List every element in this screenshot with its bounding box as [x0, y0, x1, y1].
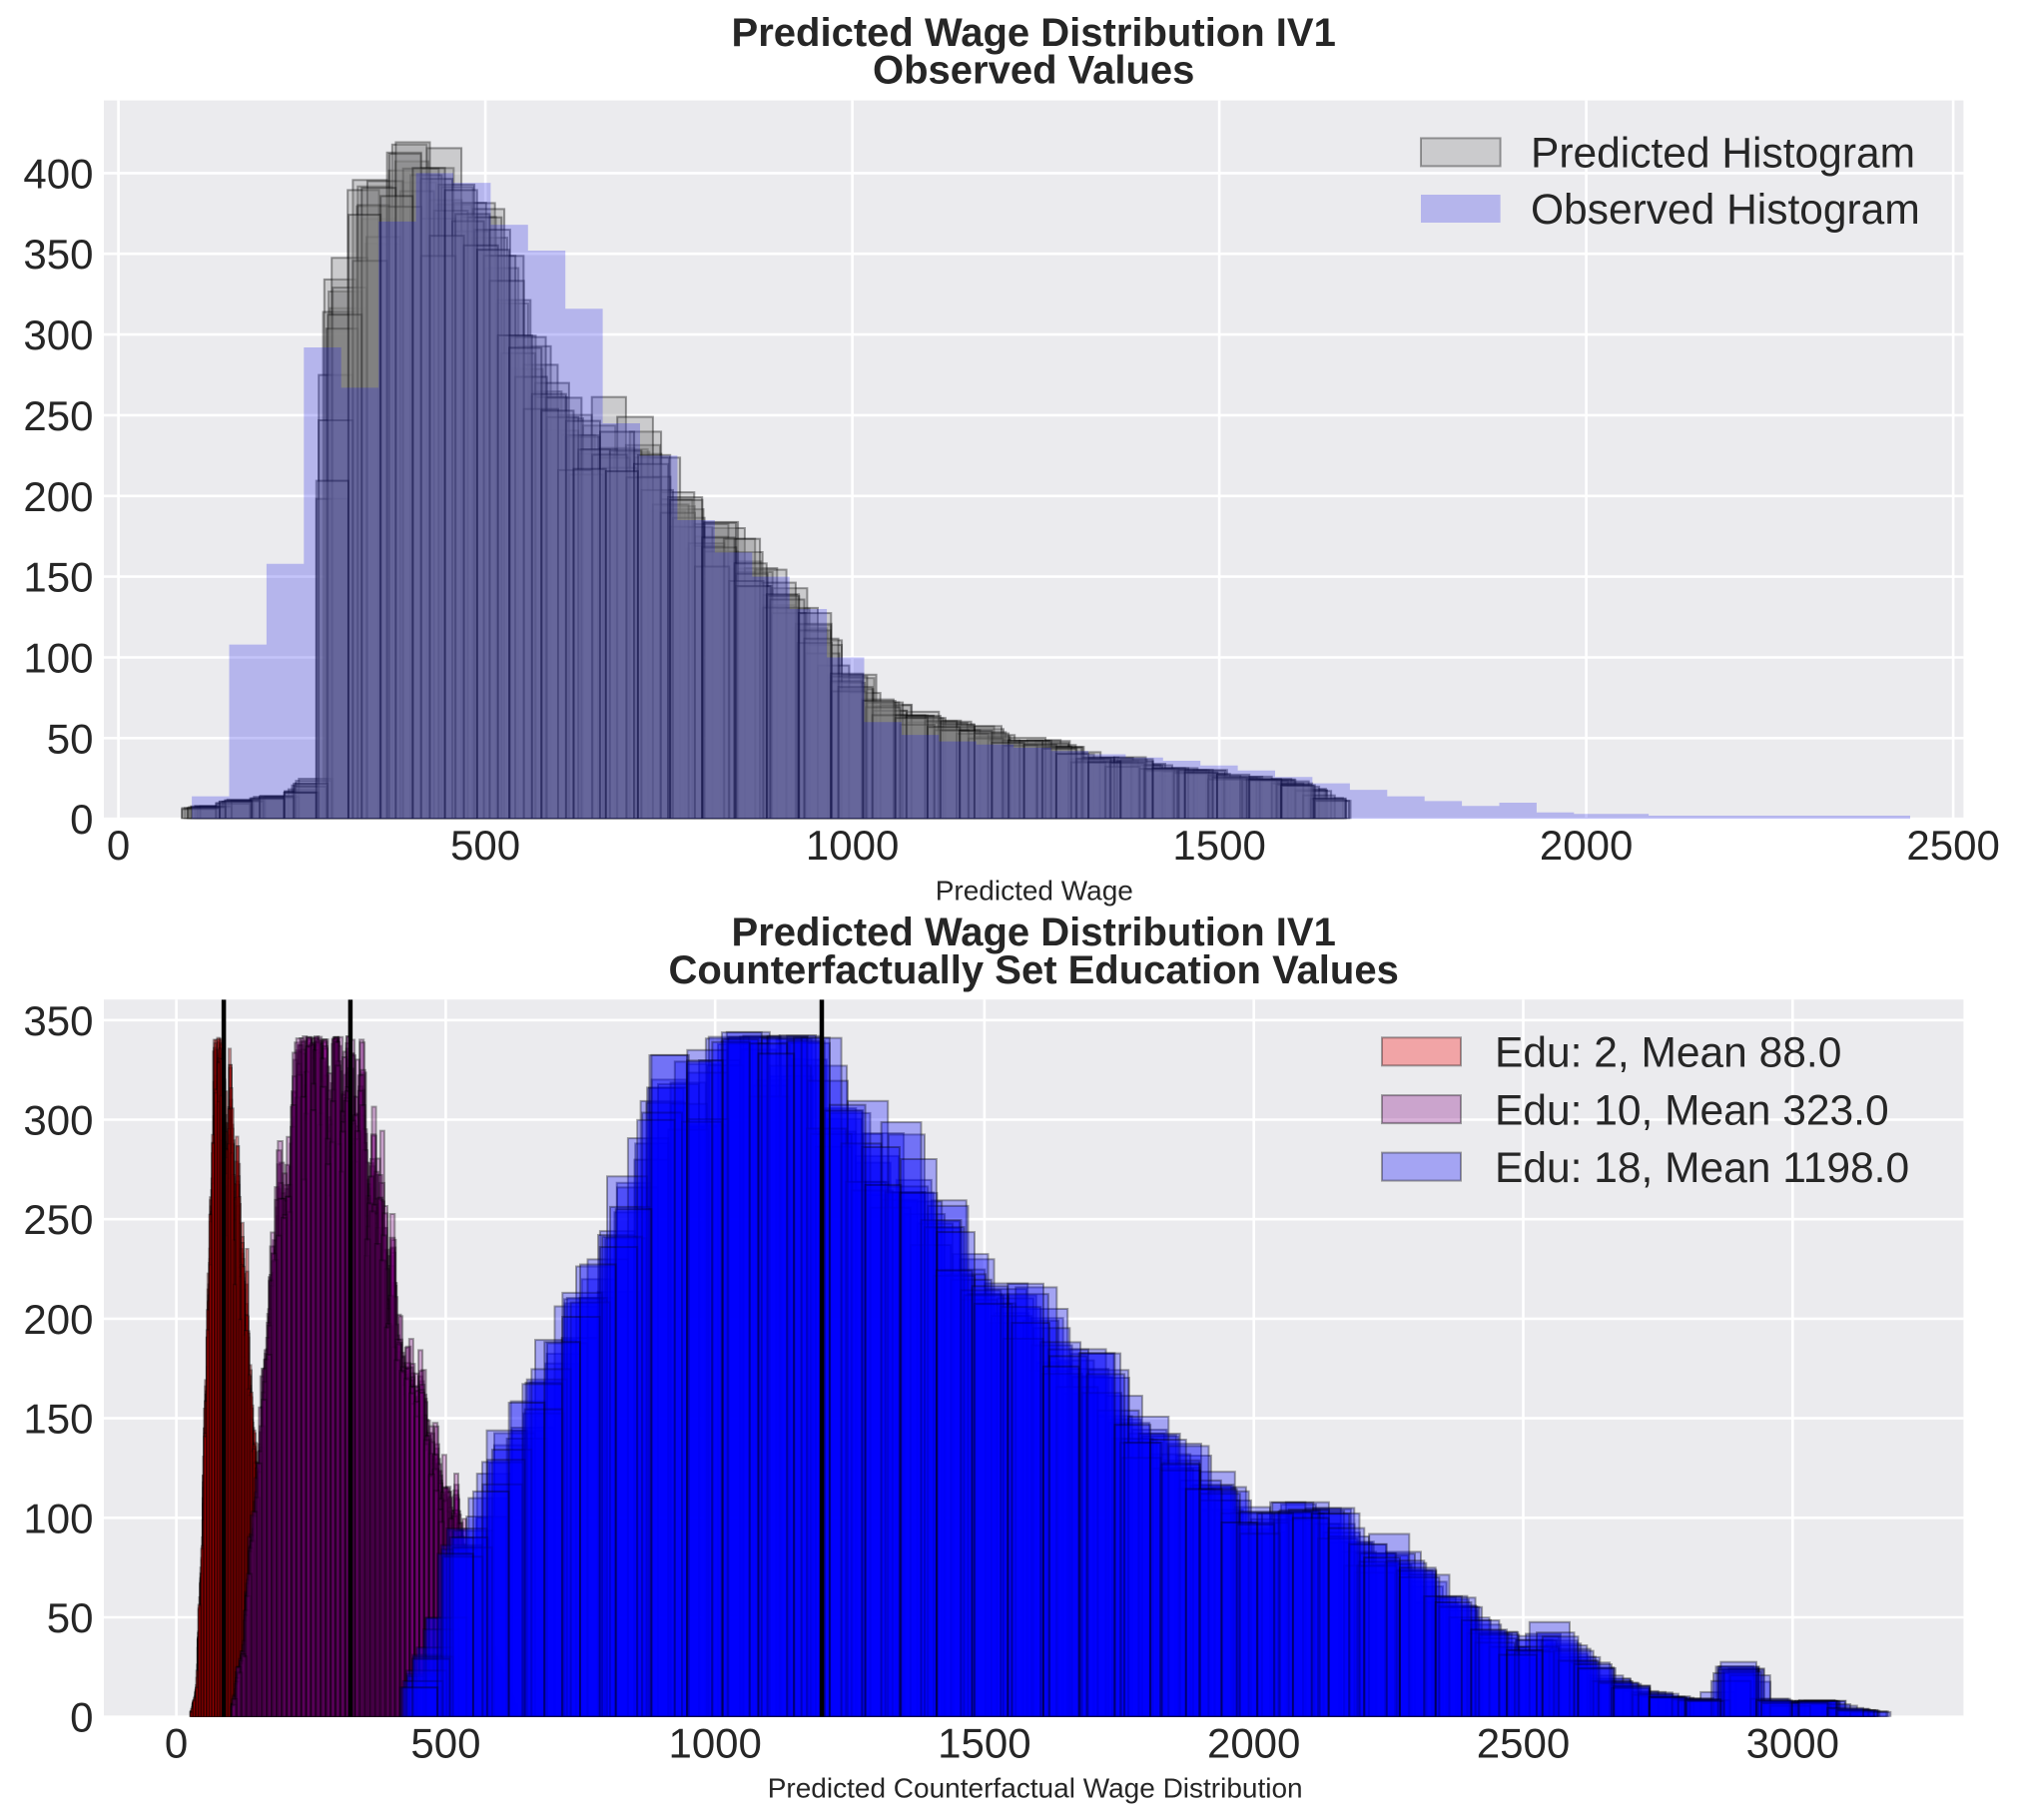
- svg-text:Predicted Counterfactual Wage: Predicted Counterfactual Wage Distributi…: [768, 1773, 1303, 1804]
- svg-text:0: 0: [165, 1720, 188, 1767]
- svg-text:2500: 2500: [1906, 822, 1999, 869]
- svg-text:0: 0: [70, 1694, 93, 1741]
- svg-text:300: 300: [23, 1097, 93, 1144]
- svg-text:200: 200: [23, 473, 93, 520]
- svg-text:0: 0: [107, 822, 130, 869]
- svg-text:350: 350: [23, 231, 93, 278]
- svg-text:200: 200: [23, 1296, 93, 1343]
- svg-text:100: 100: [23, 1495, 93, 1541]
- svg-text:50: 50: [47, 1594, 94, 1641]
- svg-text:150: 150: [23, 1396, 93, 1443]
- svg-text:150: 150: [23, 554, 93, 601]
- svg-text:3000: 3000: [1746, 1720, 1839, 1767]
- svg-text:Predicted Wage Distribution IV: Predicted Wage Distribution IV1: [732, 910, 1336, 954]
- svg-text:500: 500: [410, 1720, 480, 1767]
- svg-text:1000: 1000: [668, 1720, 761, 1767]
- svg-text:100: 100: [23, 635, 93, 682]
- svg-text:1500: 1500: [938, 1720, 1030, 1767]
- svg-text:1000: 1000: [806, 822, 899, 869]
- svg-text:Observed Histogram: Observed Histogram: [1531, 187, 1920, 234]
- svg-text:2000: 2000: [1540, 822, 1633, 869]
- svg-text:1500: 1500: [1172, 822, 1265, 869]
- svg-text:2500: 2500: [1477, 1720, 1570, 1767]
- svg-text:250: 250: [23, 392, 93, 439]
- svg-text:350: 350: [23, 997, 93, 1044]
- svg-text:300: 300: [23, 311, 93, 358]
- svg-text:400: 400: [23, 150, 93, 197]
- svg-text:0: 0: [70, 796, 93, 843]
- svg-text:Edu: 18, Mean 1198.0: Edu: 18, Mean 1198.0: [1495, 1145, 1909, 1192]
- svg-text:Predicted Wage: Predicted Wage: [936, 875, 1133, 906]
- svg-text:Edu: 2, Mean 88.0: Edu: 2, Mean 88.0: [1495, 1030, 1841, 1077]
- svg-text:50: 50: [47, 715, 94, 762]
- svg-text:250: 250: [23, 1196, 93, 1243]
- svg-text:500: 500: [450, 822, 520, 869]
- svg-text:Observed Values: Observed Values: [873, 48, 1194, 92]
- svg-text:Edu: 10, Mean 323.0: Edu: 10, Mean 323.0: [1495, 1087, 1889, 1134]
- svg-text:Predicted Histogram: Predicted Histogram: [1531, 131, 1915, 178]
- svg-text:Predicted Wage Distribution IV: Predicted Wage Distribution IV1: [732, 11, 1336, 55]
- svg-text:2000: 2000: [1207, 1720, 1300, 1767]
- svg-text:Counterfactually Set Education: Counterfactually Set Education Values: [669, 948, 1399, 992]
